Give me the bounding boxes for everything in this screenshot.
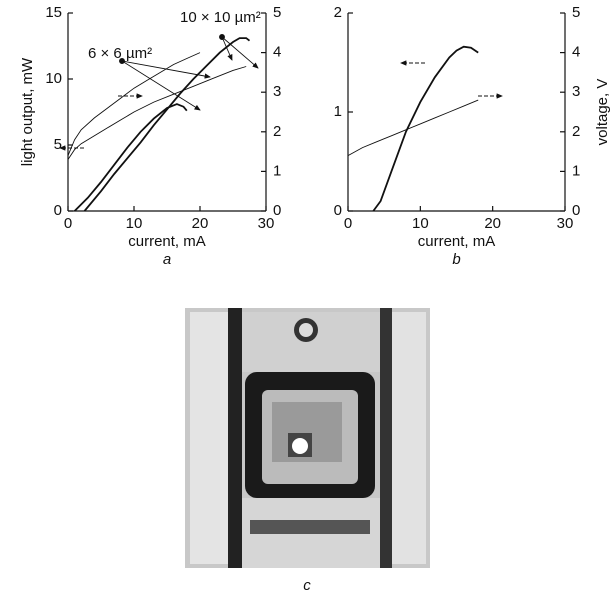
- x-tick-label: 10: [126, 215, 143, 232]
- y2-tick-label: 1: [273, 162, 281, 179]
- sublabel: a: [163, 251, 171, 268]
- y2-tick-label: 0: [273, 202, 281, 219]
- pointer-arrows: [59, 34, 503, 151]
- x-axis-label: current, mA: [128, 233, 206, 250]
- y-tick-label: 1: [334, 103, 342, 120]
- y2-tick-label: 3: [572, 83, 580, 100]
- light-line: [73, 103, 188, 212]
- y-tick-label: 0: [334, 202, 342, 219]
- annotation: 10 × 10 µm²: [180, 9, 261, 26]
- sublabel: b: [452, 251, 460, 268]
- voltage-line: [67, 66, 247, 211]
- x-tick-label: 30: [557, 215, 574, 232]
- y-tick-label: 15: [45, 4, 62, 21]
- x-tick-label: 0: [344, 215, 352, 232]
- y-tick-label: 5: [54, 136, 62, 153]
- x-tick-label: 0: [64, 215, 72, 232]
- annotation: 6 × 6 µm²: [88, 45, 152, 62]
- y2-tick-label: 4: [273, 44, 281, 61]
- y-tick-label: 10: [45, 70, 62, 87]
- x-tick-label: 20: [192, 215, 209, 232]
- y2-tick-label: 4: [572, 44, 580, 61]
- x-tick-label: 10: [412, 215, 429, 232]
- micrograph: [185, 308, 430, 568]
- voltage-line: [347, 99, 479, 211]
- y-axis-label: light output, mW: [19, 57, 36, 166]
- x-axis-label: current, mA: [418, 233, 496, 250]
- voltage-line: [67, 52, 201, 211]
- caption: c: [303, 577, 311, 594]
- y2-tick-label: 5: [273, 4, 281, 21]
- light-line: [372, 45, 479, 212]
- light-line: [83, 37, 251, 212]
- y-tick-label: 0: [54, 202, 62, 219]
- y-tick-label: 2: [334, 4, 342, 21]
- y2-tick-label: 5: [572, 4, 580, 21]
- y2-tick-label: 2: [572, 123, 580, 140]
- y2-tick-label: 3: [273, 83, 281, 100]
- y2-axis-label: voltage, V: [594, 79, 611, 146]
- x-tick-label: 30: [258, 215, 275, 232]
- y2-tick-label: 1: [572, 162, 580, 179]
- y2-tick-label: 2: [273, 123, 281, 140]
- x-tick-label: 20: [484, 215, 501, 232]
- y2-tick-label: 0: [572, 202, 580, 219]
